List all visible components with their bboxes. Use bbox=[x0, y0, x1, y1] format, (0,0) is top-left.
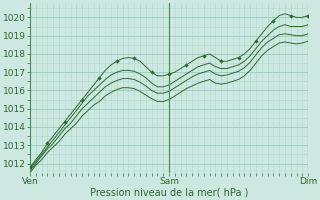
X-axis label: Pression niveau de la mer( hPa ): Pression niveau de la mer( hPa ) bbox=[90, 187, 248, 197]
